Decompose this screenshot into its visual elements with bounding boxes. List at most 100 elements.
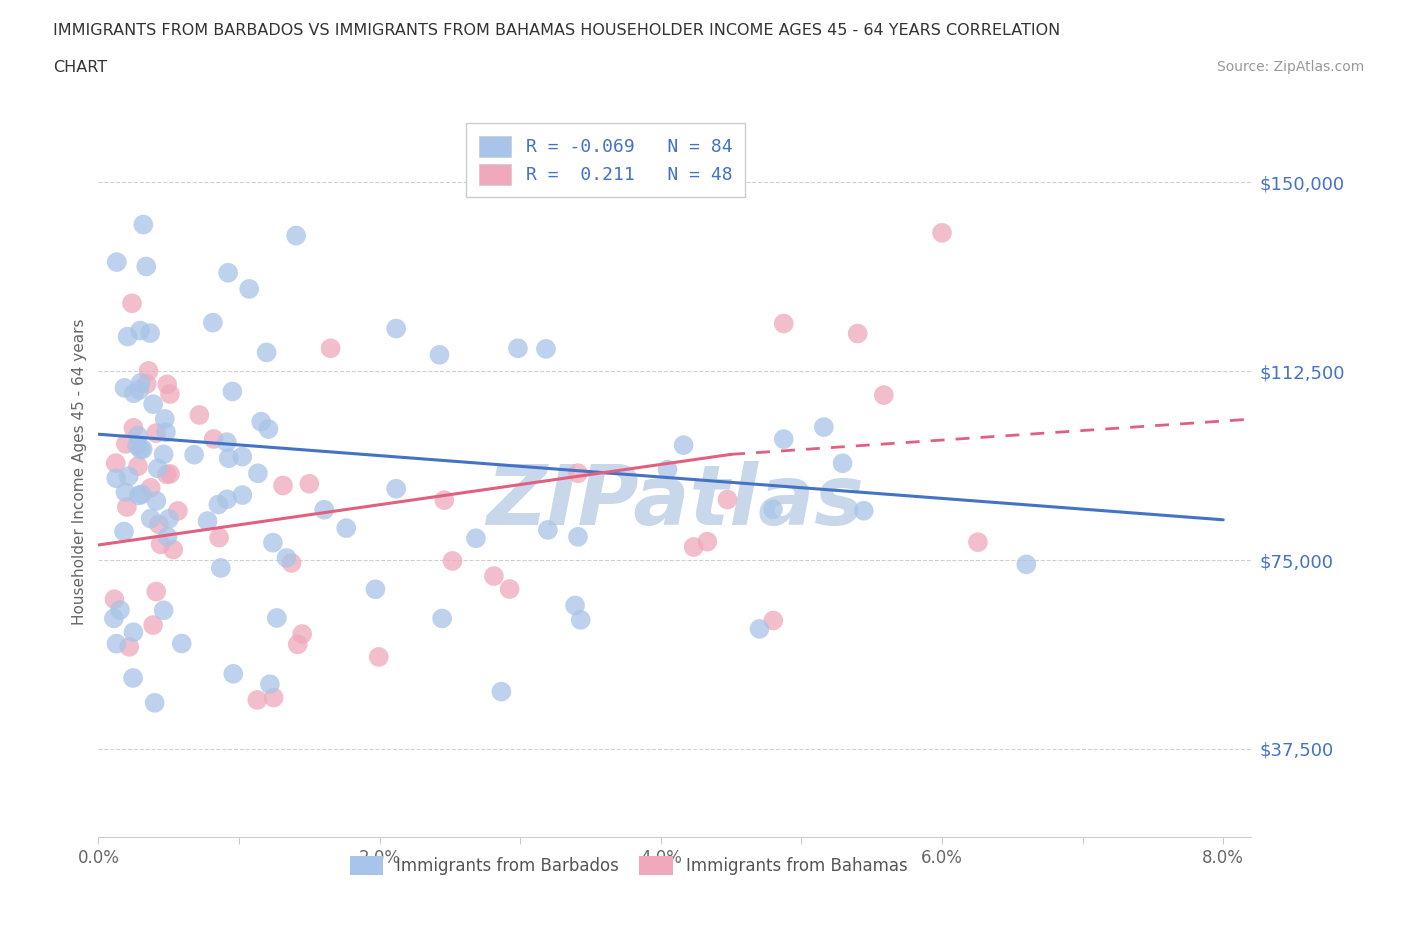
Point <box>257 421 280 436</box>
Point <box>482 568 505 583</box>
Point <box>287 637 309 652</box>
Point <box>139 481 162 496</box>
Point <box>215 434 238 449</box>
Point <box>145 494 167 509</box>
Point <box>115 436 138 451</box>
Point <box>222 667 245 682</box>
Point <box>118 640 141 655</box>
Point <box>429 348 451 363</box>
Point <box>262 536 284 551</box>
Point <box>122 625 145 640</box>
Point <box>135 377 157 392</box>
Point <box>118 469 141 484</box>
Point <box>105 255 128 270</box>
Point <box>153 411 176 426</box>
Point <box>114 380 136 395</box>
Point <box>762 502 785 517</box>
Point <box>813 419 835 434</box>
Point <box>104 456 127 471</box>
Point <box>170 636 193 651</box>
Point <box>364 582 387 597</box>
Point <box>567 529 589 544</box>
Point <box>128 382 150 397</box>
Point <box>266 610 288 625</box>
Point <box>138 364 160 379</box>
Point <box>122 420 145 435</box>
Point <box>506 341 529 356</box>
Point <box>217 265 239 280</box>
Point <box>335 521 357 536</box>
Point <box>873 388 896 403</box>
Point <box>159 387 181 402</box>
Point <box>256 345 278 360</box>
Point <box>259 677 281 692</box>
Point <box>569 613 592 628</box>
Point <box>231 487 253 502</box>
Point <box>127 458 149 473</box>
Point <box>162 542 184 557</box>
Point <box>149 537 172 551</box>
Point <box>564 598 586 613</box>
Y-axis label: Householder Income Ages 45 - 64 years: Householder Income Ages 45 - 64 years <box>72 319 87 625</box>
Point <box>108 603 131 618</box>
Point <box>280 555 302 570</box>
Point <box>385 482 408 497</box>
Text: CHART: CHART <box>53 60 107 75</box>
Point <box>291 627 314 642</box>
Point <box>142 397 165 412</box>
Point <box>208 530 231 545</box>
Point <box>129 376 152 391</box>
Point <box>831 456 853 471</box>
Point <box>433 493 456 508</box>
Point <box>441 553 464 568</box>
Point <box>132 442 155 457</box>
Point <box>430 611 453 626</box>
Point <box>209 561 232 576</box>
Point <box>135 259 157 274</box>
Point <box>498 581 520 596</box>
Point <box>1015 557 1038 572</box>
Point <box>122 671 145 685</box>
Point <box>537 523 560 538</box>
Point <box>246 693 269 708</box>
Point <box>207 497 229 512</box>
Point <box>156 377 179 392</box>
Point <box>115 499 138 514</box>
Point <box>143 696 166 711</box>
Point <box>682 539 704 554</box>
Point <box>319 340 342 355</box>
Point <box>748 621 770 636</box>
Point <box>159 467 181 482</box>
Point <box>367 649 389 664</box>
Point <box>314 502 336 517</box>
Point <box>465 531 488 546</box>
Point <box>772 316 794 331</box>
Point <box>156 467 179 482</box>
Text: ZIPatlas: ZIPatlas <box>486 460 863 541</box>
Point <box>215 492 238 507</box>
Point <box>285 228 308 243</box>
Point <box>567 466 589 481</box>
Point <box>931 225 953 240</box>
Point <box>385 321 408 336</box>
Point <box>103 591 125 606</box>
Point <box>132 217 155 232</box>
Point <box>105 636 128 651</box>
Point <box>114 485 136 499</box>
Legend: Immigrants from Barbados, Immigrants from Bahamas: Immigrants from Barbados, Immigrants fro… <box>342 847 917 884</box>
Point <box>298 476 321 491</box>
Point <box>197 513 219 528</box>
Point <box>148 517 170 532</box>
Point <box>105 471 128 485</box>
Point <box>152 603 174 618</box>
Point <box>188 407 211 422</box>
Point <box>250 414 273 429</box>
Point <box>142 618 165 632</box>
Point <box>128 488 150 503</box>
Text: IMMIGRANTS FROM BARBADOS VS IMMIGRANTS FROM BAHAMAS HOUSEHOLDER INCOME AGES 45 -: IMMIGRANTS FROM BARBADOS VS IMMIGRANTS F… <box>53 23 1060 38</box>
Point <box>263 690 285 705</box>
Point <box>846 326 869 341</box>
Point <box>672 438 695 453</box>
Point <box>127 438 149 453</box>
Point <box>246 466 269 481</box>
